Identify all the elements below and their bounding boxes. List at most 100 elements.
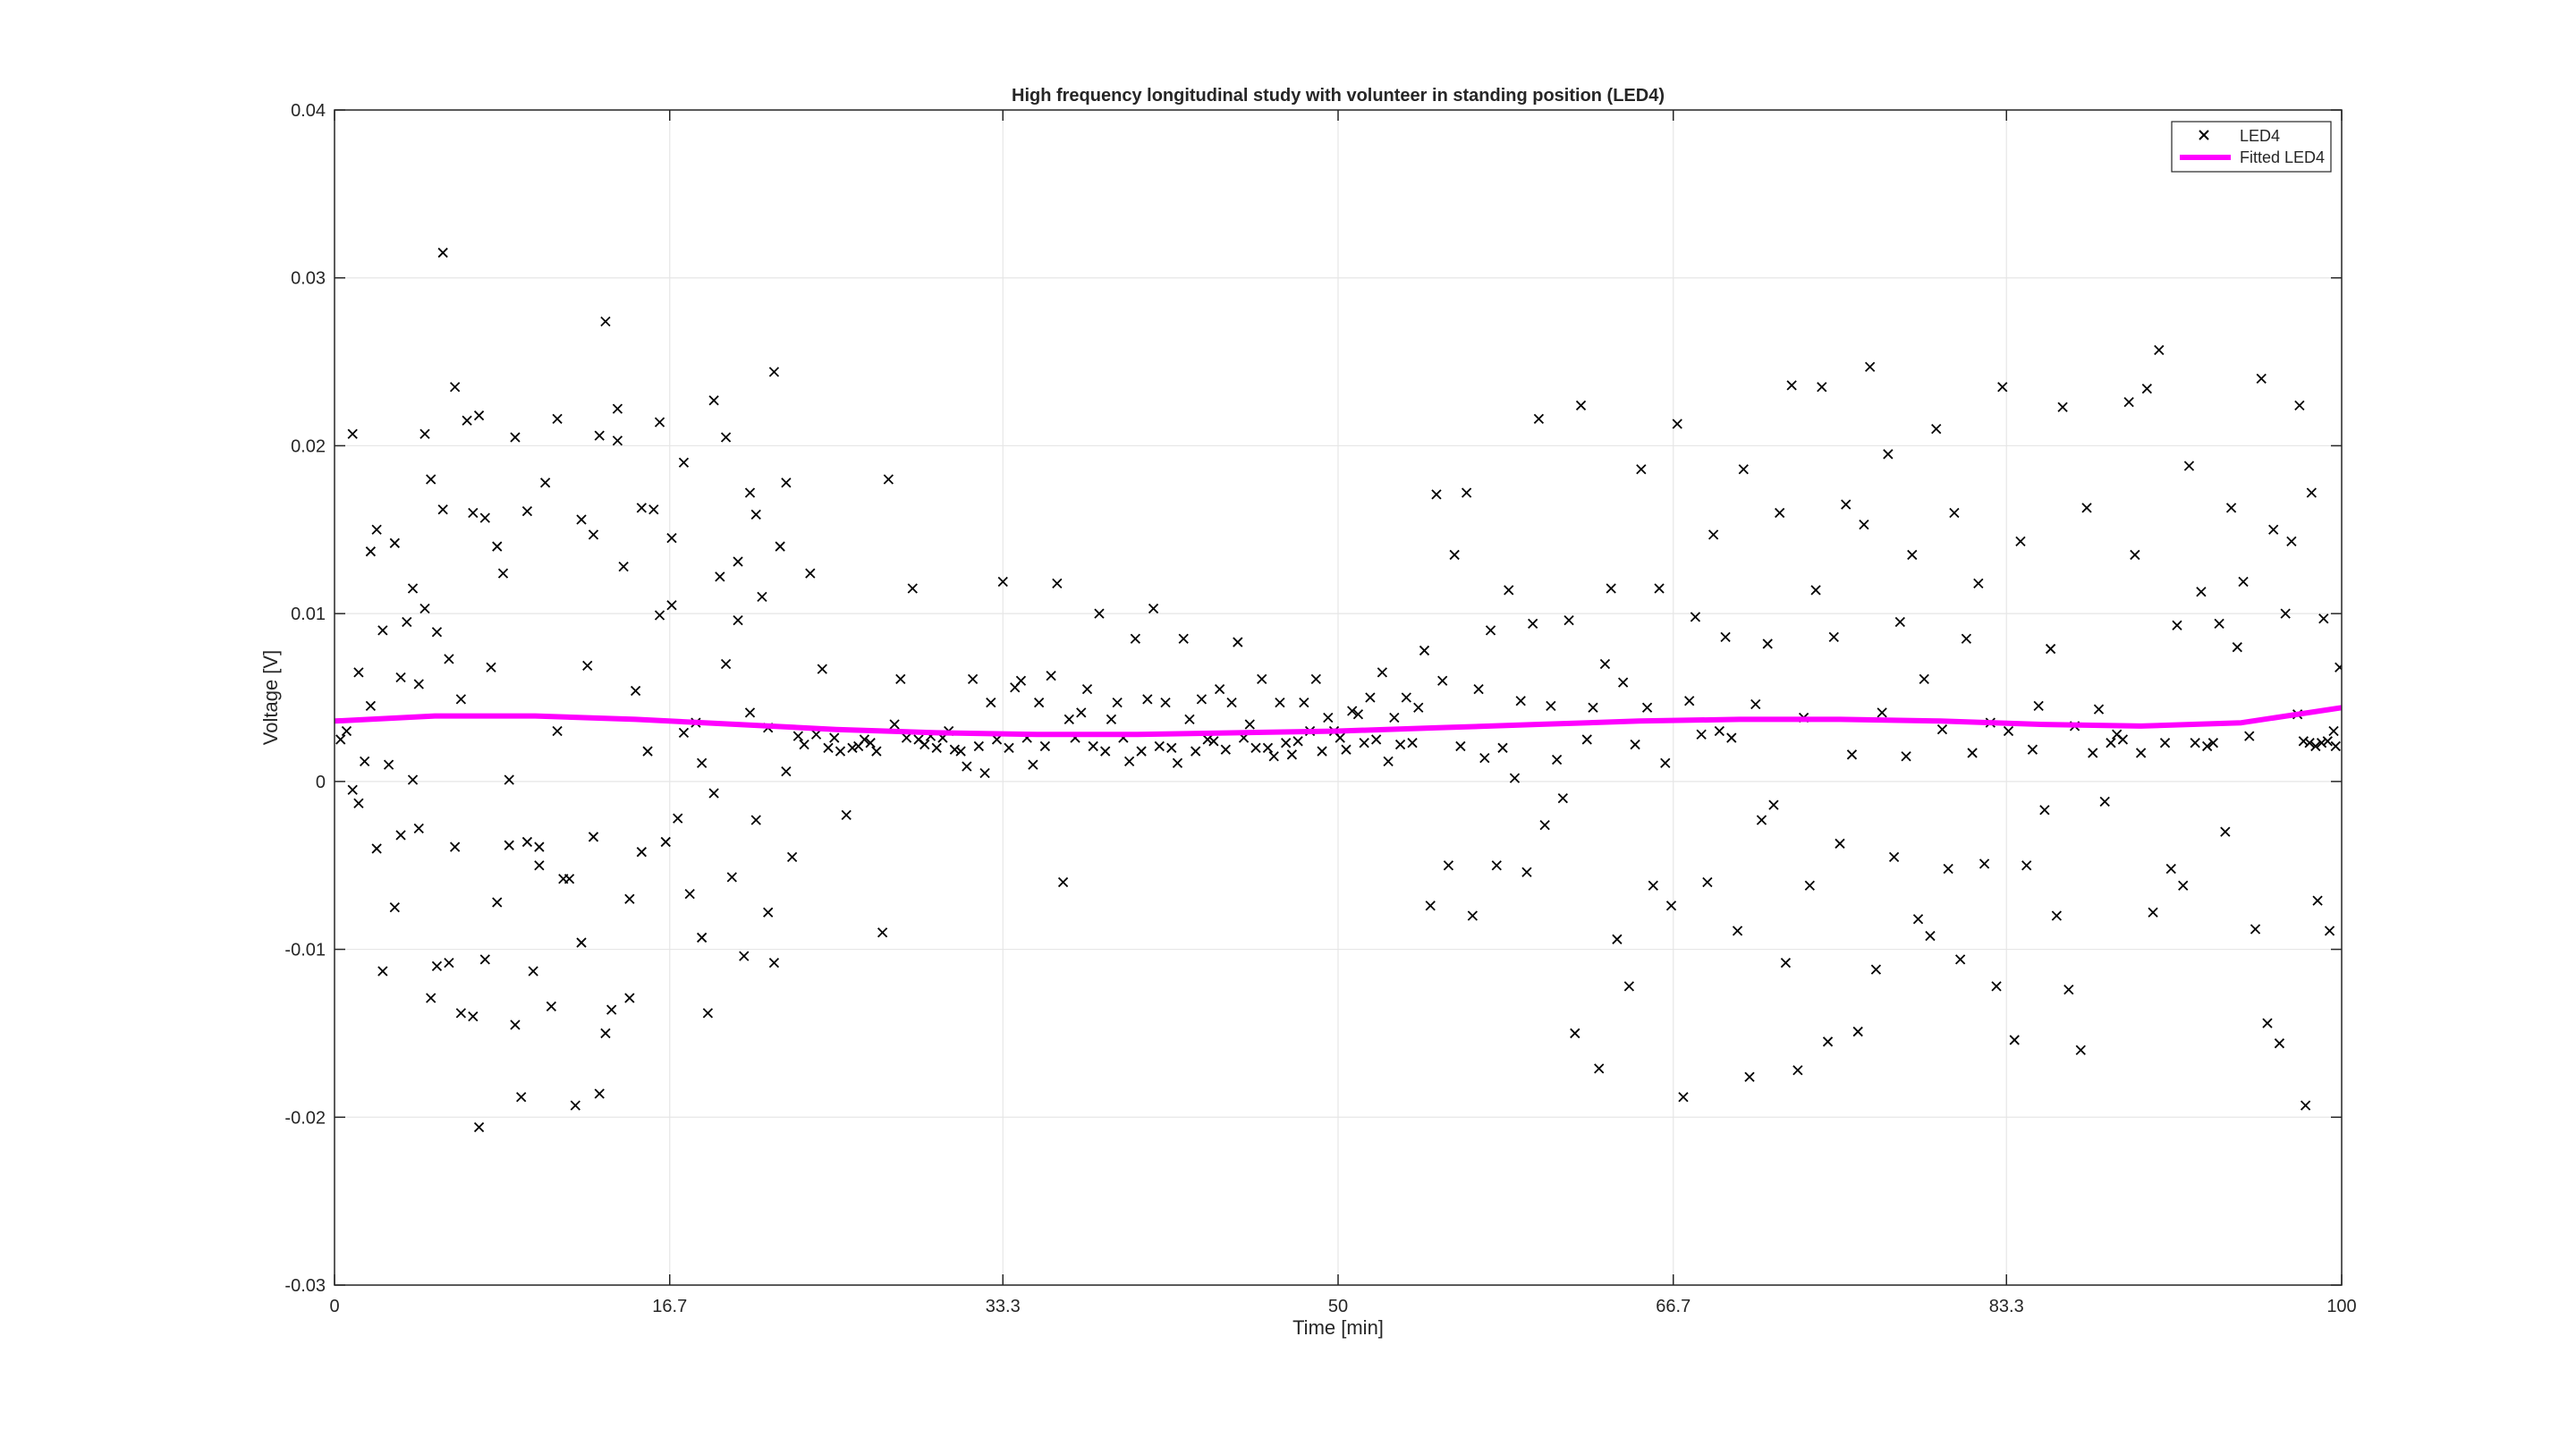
scatter-point [1720,631,1731,643]
scatter-point [1299,697,1309,708]
scatter-point [979,767,990,779]
scatter-point [1546,700,1556,712]
scatter-point [636,847,647,858]
scatter-point [1281,738,1292,749]
scatter-point [600,316,611,327]
scatter-point [1370,734,1382,745]
scatter-point [1828,631,1839,643]
scatter-point [2322,736,2333,747]
scatter-point [2304,738,2315,749]
scatter-point [871,746,882,757]
scatter-point [1557,792,1568,804]
scatter-point [450,382,461,393]
scatter-point [2021,860,2032,871]
scatter-point [757,591,767,603]
scatter-point [2093,704,2105,715]
scatter-point [431,960,443,971]
legend: LED4 Fitted LED4 [2171,121,2332,173]
scatter-point [1449,549,1460,561]
scatter-point [750,509,761,520]
scatter-point [1172,757,1183,768]
scatter-point [2075,1045,2086,1055]
scatter-point [1244,719,1255,730]
y-axis-label: Voltage [V] [259,650,282,745]
scatter-point [630,685,641,697]
plot-area [335,247,2342,1133]
scatter-point [534,842,545,852]
scatter-point [1660,757,1671,768]
scatter-point [347,784,358,795]
scatter-point [1841,499,1852,510]
scatter-point [1570,1028,1580,1039]
scatter-point [883,474,894,485]
scatter-point [371,524,382,535]
scatter-point [708,788,719,799]
scatter-point [889,719,900,730]
scatter-point [678,727,690,739]
scatter-point [997,576,1008,588]
scatter-point [2316,738,2327,749]
scatter-point [1052,578,1063,588]
scatter-point [576,937,587,948]
x-tick-label: 0 [329,1297,339,1316]
scatter-point [431,627,443,638]
scatter-point [1136,746,1147,757]
scatter-point [1394,739,1406,750]
scatter-point [708,395,719,406]
scatter-point [919,739,930,750]
scatter-point [660,836,671,848]
scatter-point [1286,749,1298,760]
scatter-point [407,774,419,785]
y-tick-label: 0.01 [291,605,326,624]
scatter-point [1473,683,1484,695]
scatter-point [1377,667,1388,678]
scatter-point [781,766,792,777]
scatter-point [360,756,370,766]
scatter-point [2172,620,2182,630]
scatter-point [1792,1065,1803,1076]
scatter-point [347,428,358,439]
fit-series-fitted-led4 [335,705,2342,738]
scatter-point [763,907,774,918]
scatter-point [570,1100,580,1111]
scatter-point [552,413,563,425]
scatter-point [1202,734,1213,745]
scatter-point [564,874,575,884]
scatter-point [1262,742,1274,753]
scatter-point [2081,503,2092,513]
scatter-point [618,561,629,572]
scatter-point [2280,608,2291,619]
scatter-point [1063,714,1074,725]
scatter-point [1407,738,1418,749]
scatter-point [473,410,485,421]
scatter-point [2123,396,2134,408]
scatter-point [1581,734,1592,745]
scatter-point [2306,487,2317,498]
y-axis-ticks: -0.03 -0.02 -0.01 0 0.01 0.02 0.03 0.04 [284,101,2342,1296]
x-axis-ticks: 0 16.7 33.3 50 66.7 83.3 100 [329,110,2357,1316]
scatter-point [1991,981,2002,992]
scatter-point [1641,702,1653,713]
scatter-point [805,568,816,579]
scatter-point [1497,742,1508,753]
scatter-point [1076,707,1087,718]
scatter-point [1034,697,1045,708]
x-tick-label: 50 [1328,1297,1348,1316]
scatter-point [1491,860,1502,871]
scatter-point [1636,464,1647,475]
scatter-point [1961,633,1972,644]
scatter-point [642,746,653,757]
scatter-point [552,725,563,737]
scatter-point [2300,1100,2311,1111]
scatter-point [2135,748,2147,758]
scatter-point [624,893,635,904]
scatter-series-led4 [335,247,2342,1133]
scatter-point [450,842,461,852]
scatter-point [444,957,454,969]
scatter-point [1437,675,1448,686]
scatter-point [2148,907,2158,918]
scatter-point [1196,694,1208,705]
scatter-point [419,603,430,614]
scatter-point [462,415,472,426]
y-tick-label: -0.02 [284,1108,326,1128]
